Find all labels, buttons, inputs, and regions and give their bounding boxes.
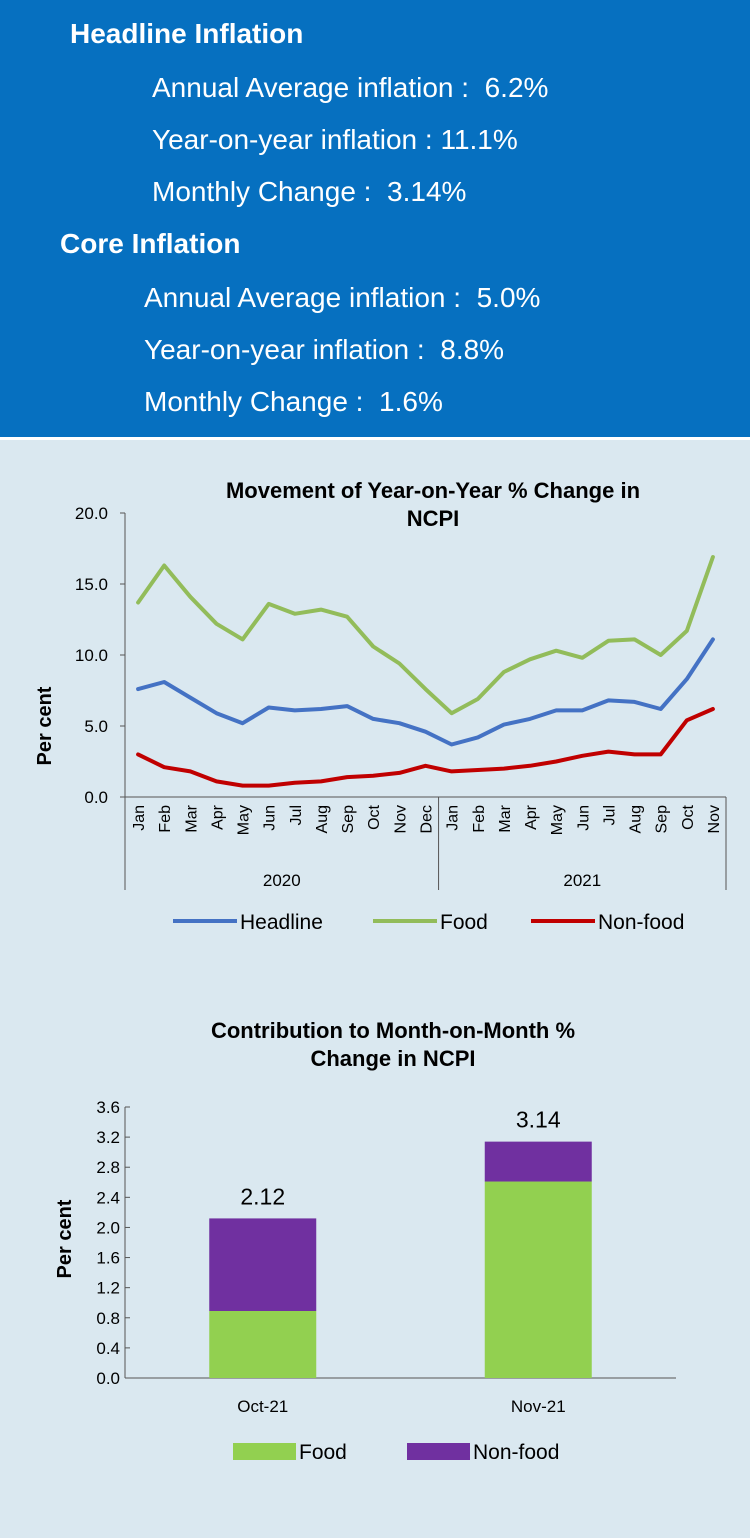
bar-x-tick-label: Oct-21 xyxy=(237,1397,288,1416)
line-x-tick-label: Feb xyxy=(157,805,174,833)
headline-monthly-change: Monthly Change : 3.14% xyxy=(152,176,467,207)
line-x-tick-label: Mar xyxy=(497,804,514,832)
bar-y-tick-label: 2.4 xyxy=(96,1188,120,1207)
bar-non-food-oct-21 xyxy=(209,1218,317,1312)
legend-label-food: Food xyxy=(299,1441,347,1464)
bar-total-label: 3.14 xyxy=(516,1107,561,1133)
bar-chart-y-axis-label: Per cent xyxy=(54,1199,76,1278)
legend-label-headline: Headline xyxy=(240,911,323,934)
core-year-on-year: Year-on-year inflation : 8.8% xyxy=(144,334,505,365)
mom-contribution-bar-chart: Contribution to Month-on-Month % Change … xyxy=(54,1018,676,1464)
line-chart-y-axis-label: Per cent xyxy=(34,686,56,765)
yoy-ncpi-line-chart: Movement of Year-on-Year % Change in NCP… xyxy=(34,478,727,934)
legend-swatch-food xyxy=(233,1443,296,1460)
bar-non-food-nov-21 xyxy=(484,1141,592,1182)
line-series-headline xyxy=(136,637,715,747)
line-x-tick-label: Feb xyxy=(471,805,488,833)
bar-y-tick-label: 0.0 xyxy=(96,1369,120,1388)
line-x-tick-label: Sep xyxy=(654,805,671,834)
headline-year-on-year: Year-on-year inflation : 11.1% xyxy=(152,124,518,155)
line-x-tick-label: Oct xyxy=(366,804,383,829)
bar-y-tick-label: 0.4 xyxy=(96,1339,120,1358)
line-x-tick-label: Dec xyxy=(419,805,436,833)
line-x-tick-label: Jan xyxy=(131,805,148,831)
line-x-tick-label: Jun xyxy=(262,805,279,831)
inflation-summary-panel: Headline Inflation Annual Average inflat… xyxy=(0,0,750,437)
bar-x-tick-label: Nov-21 xyxy=(511,1397,566,1416)
panel-divider xyxy=(0,437,750,440)
line-x-tick-label: Jan xyxy=(445,805,462,831)
line-y-tick-label: 5.0 xyxy=(84,717,108,736)
line-y-tick-label: 15.0 xyxy=(75,575,108,594)
bar-y-tick-label: 1.6 xyxy=(96,1249,120,1268)
bar-chart-title-line-1: Contribution to Month-on-Month % xyxy=(211,1018,575,1043)
line-x-tick-label: Nov xyxy=(706,805,723,833)
line-x-tick-label: Apr xyxy=(523,804,540,830)
core-monthly-change: Monthly Change : 1.6% xyxy=(144,386,443,417)
bar-total-label: 2.12 xyxy=(240,1183,285,1209)
bar-food-nov-21 xyxy=(484,1181,592,1378)
bar-y-tick-label: 2.8 xyxy=(96,1158,120,1177)
bar-food-oct-21 xyxy=(209,1311,317,1378)
bar-y-tick-label: 1.2 xyxy=(96,1279,120,1298)
legend-label-food: Food xyxy=(440,911,488,934)
line-x-tick-label: Apr xyxy=(209,804,226,830)
line-chart-title-line-2: NCPI xyxy=(407,506,460,531)
bar-chart-title-line-2: Change in NCPI xyxy=(310,1046,475,1071)
bar-y-tick-label: 2.0 xyxy=(96,1218,120,1237)
core-annual-average: Annual Average inflation : 5.0% xyxy=(144,282,541,313)
line-series-food xyxy=(136,555,715,716)
line-year-label: 2021 xyxy=(563,871,601,890)
line-year-label: 2020 xyxy=(263,871,301,890)
line-x-tick-label: Mar xyxy=(183,804,200,832)
line-chart-title-line-1: Movement of Year-on-Year % Change in xyxy=(226,478,640,503)
line-series-non-food xyxy=(136,707,715,788)
line-x-tick-label: Jun xyxy=(575,805,592,831)
legend-label-non-food: Non-food xyxy=(473,1441,559,1464)
headline-annual-average: Annual Average inflation : 6.2% xyxy=(152,72,549,103)
line-x-tick-label: Nov xyxy=(392,805,409,833)
line-x-tick-label: Aug xyxy=(628,805,645,833)
line-x-tick-label: Oct xyxy=(680,804,697,829)
legend-swatch-non-food xyxy=(407,1443,470,1460)
line-x-tick-label: May xyxy=(236,805,253,835)
line-x-tick-label: May xyxy=(549,805,566,835)
core-inflation-title: Core Inflation xyxy=(60,228,241,259)
line-x-tick-label: Sep xyxy=(340,805,357,834)
line-y-tick-label: 10.0 xyxy=(75,646,108,665)
bar-y-tick-label: 3.2 xyxy=(96,1128,120,1147)
line-x-tick-label: Jul xyxy=(288,805,305,825)
headline-inflation-title: Headline Inflation xyxy=(70,18,304,49)
line-x-tick-label: Aug xyxy=(314,805,331,833)
bar-y-tick-label: 0.8 xyxy=(96,1309,120,1328)
line-x-tick-label: Jul xyxy=(601,805,618,825)
line-y-tick-label: 20.0 xyxy=(75,504,108,523)
line-y-tick-label: 0.0 xyxy=(84,788,108,807)
bar-y-tick-label: 3.6 xyxy=(96,1098,120,1117)
legend-label-non-food: Non-food xyxy=(598,911,684,934)
